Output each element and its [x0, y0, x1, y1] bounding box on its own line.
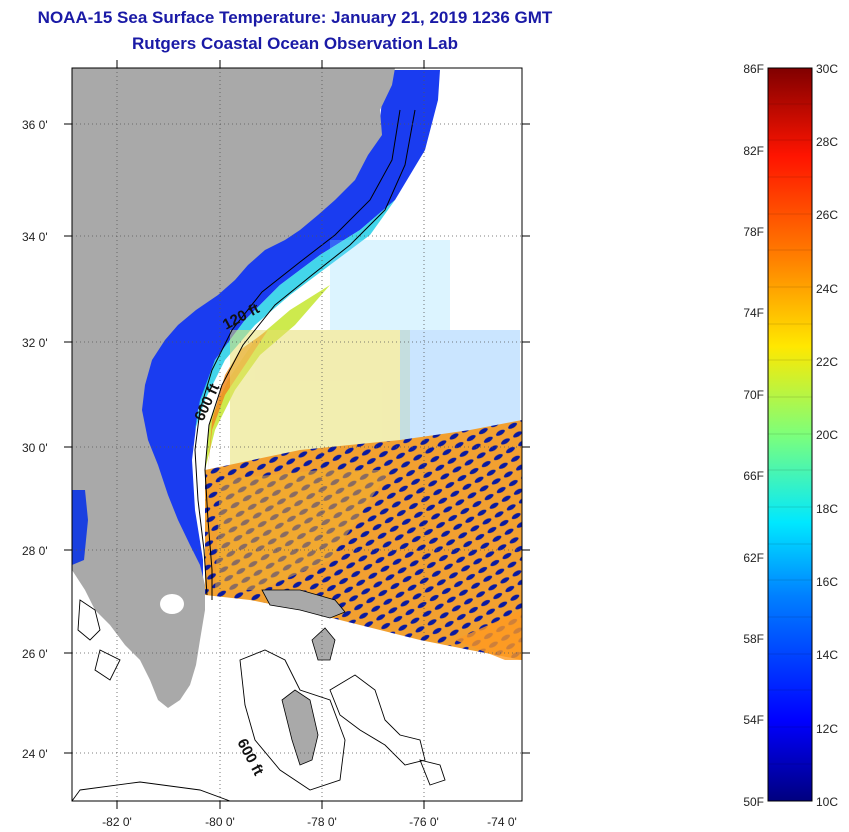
colorbar-label-10c: 10C	[816, 795, 838, 809]
lon-label-82: -82 0'	[102, 815, 132, 829]
colorbar-label-86f: 86F	[743, 62, 764, 76]
lat-label-32: 32 0'	[22, 336, 48, 350]
cold-shelf-water	[135, 70, 440, 600]
map-imagery	[72, 68, 522, 801]
colorbar-label-66f: 66F	[743, 469, 764, 483]
land-mass	[72, 68, 395, 708]
lon-label-74: -74 0'	[487, 815, 517, 829]
colorbar-label-24c: 24C	[816, 282, 838, 296]
lon-label-76: -76 0'	[409, 815, 439, 829]
colorbar-label-62f: 62F	[743, 551, 764, 565]
colorbar-bands	[768, 103, 812, 765]
bathymetry-contours-south	[72, 599, 446, 801]
colorbar-label-12c: 12C	[816, 722, 838, 736]
map-frame	[71, 67, 523, 802]
colorbar-label-50f: 50F	[743, 795, 764, 809]
lat-label-30: 30 0'	[22, 441, 48, 455]
lon-label-78: -78 0'	[307, 815, 337, 829]
shelf-contours	[194, 109, 416, 600]
lon-label-80: -80 0'	[205, 815, 235, 829]
colorbar-label-78f: 78F	[743, 225, 764, 239]
gulf-coast-water	[72, 490, 88, 565]
southern-orange-overlay	[215, 470, 390, 590]
colorbar	[767, 67, 813, 802]
lat-label-26: 26 0'	[22, 647, 48, 661]
graticule	[72, 68, 522, 801]
colorbar-label-58f: 58F	[743, 632, 764, 646]
lat-label-36: 36 0'	[22, 118, 48, 132]
map-subtitle: Rutgers Coastal Ocean Observation Lab	[132, 34, 458, 53]
cool-shelf-edge	[195, 200, 395, 430]
colorbar-label-26c: 26C	[816, 208, 838, 222]
colorbar-label-16c: 16C	[816, 575, 838, 589]
colorbar-label-54f: 54F	[743, 713, 764, 727]
map-title: NOAA-15 Sea Surface Temperature: January…	[37, 8, 553, 27]
colorbar-label-18c: 18C	[816, 502, 838, 516]
lat-label-28: 28 0'	[22, 544, 48, 558]
tick-marks	[64, 60, 530, 809]
colorbar-label-14c: 14C	[816, 648, 838, 662]
lake-okeechobee	[160, 594, 184, 614]
colorbar-label-22c: 22C	[816, 355, 838, 369]
colorbar-label-28c: 28C	[816, 135, 838, 149]
colorbar-label-30c: 30C	[816, 62, 838, 76]
lat-label-24: 24 0'	[22, 747, 48, 761]
colorbar-label-82f: 82F	[743, 144, 764, 158]
lat-label-34: 34 0'	[22, 230, 48, 244]
bahamas	[261, 589, 346, 766]
colorbar-label-70f: 70F	[743, 388, 764, 402]
colorbar-label-74f: 74F	[743, 306, 764, 320]
eastern-warm-corner	[455, 610, 522, 660]
colorbar-label-20c: 20C	[816, 428, 838, 442]
